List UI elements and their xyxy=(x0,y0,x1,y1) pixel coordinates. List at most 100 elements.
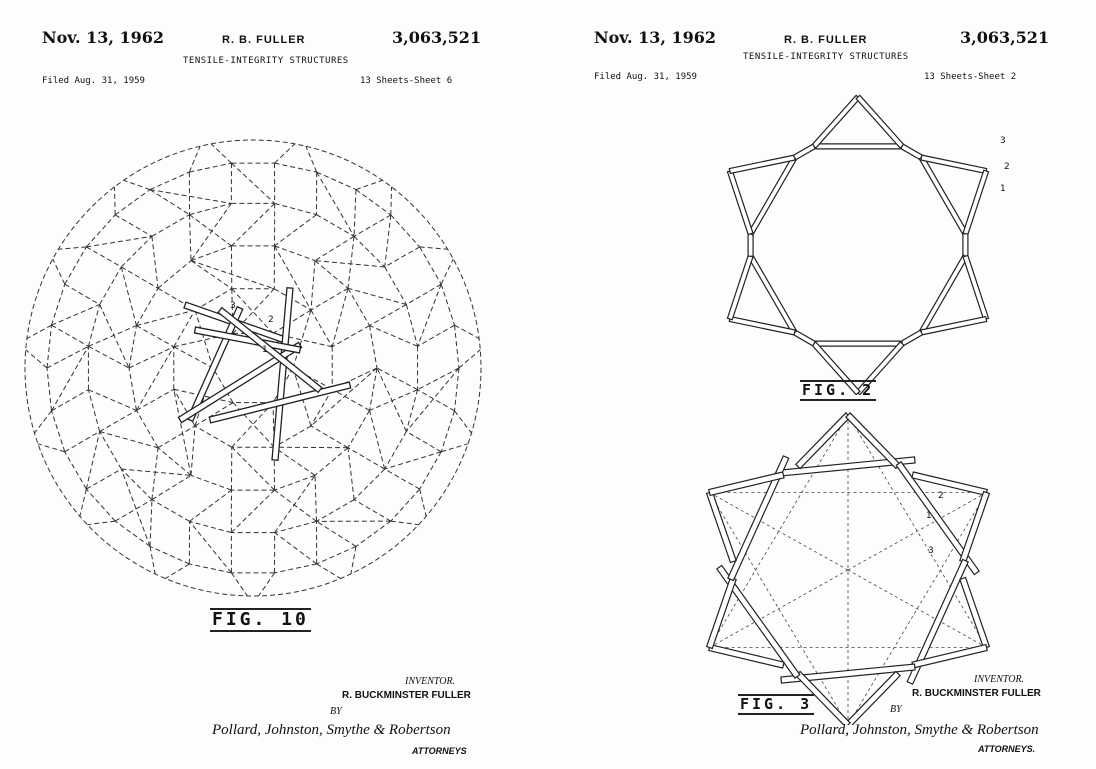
dome-edge xyxy=(347,236,355,289)
strut xyxy=(715,564,801,679)
dome-edge xyxy=(51,389,89,412)
dome-edge xyxy=(51,410,66,452)
dome-edge xyxy=(173,309,196,348)
dome-edge xyxy=(151,447,159,500)
dome-edge xyxy=(189,563,232,574)
dome-edge xyxy=(440,410,455,452)
tension-tie xyxy=(847,492,987,571)
dome-edge xyxy=(274,202,317,216)
patent-sheet-6: Nov. 13, 1962 R. B. FULLER 3,063,521 TEN… xyxy=(24,28,482,756)
patent-date: Nov. 13, 1962 xyxy=(42,28,165,47)
dome-edge xyxy=(149,545,190,565)
dome-edge xyxy=(406,283,442,305)
dome-edge xyxy=(114,189,151,216)
dome-edge xyxy=(406,431,442,453)
dome-edge xyxy=(190,245,232,262)
dome-edge xyxy=(46,345,89,369)
patent-number: 3,063,521 xyxy=(392,28,482,47)
dome-edge xyxy=(347,410,370,448)
dome-edge xyxy=(51,324,89,347)
dome-edge xyxy=(384,468,420,490)
dome-edge xyxy=(353,214,392,237)
dome-edge xyxy=(99,409,137,432)
dome-edge xyxy=(369,367,378,411)
dome-edge xyxy=(369,325,418,347)
dome-edge xyxy=(274,214,317,247)
ref-label-1: 1 xyxy=(262,345,268,355)
patent-title: TENSILE-INTEGRITY STRUCTURES xyxy=(183,56,349,66)
dome-edge xyxy=(151,214,190,237)
strut xyxy=(855,94,905,149)
attorney-signature: Pollard, Johnston, Smythe & Robertson xyxy=(800,722,1039,738)
dome-edge xyxy=(149,189,232,204)
dome-edge xyxy=(212,367,234,403)
figure-label-3: FIG. 3 xyxy=(738,694,815,715)
dome-edge xyxy=(384,246,420,268)
dome-edge xyxy=(419,246,448,250)
sheet-count: 13 Sheets-Sheet 6 xyxy=(360,76,453,86)
ref-label-3: 3 xyxy=(1000,136,1006,146)
patent-number: 3,063,521 xyxy=(960,28,1050,47)
dome-edge xyxy=(440,284,455,326)
dome-edge xyxy=(274,162,317,173)
strut xyxy=(726,254,754,321)
dome-edge xyxy=(454,324,480,340)
dome-edge xyxy=(231,203,276,247)
fig10-dome-drawing: 3 2 1 xyxy=(24,139,482,597)
dome-edge xyxy=(157,425,196,449)
dome-edge xyxy=(347,447,355,500)
dome-edge xyxy=(350,546,357,575)
dome-edge xyxy=(64,451,87,490)
dome-edge xyxy=(314,475,318,522)
ref-label-2: 2 xyxy=(938,491,944,501)
dome-edge xyxy=(347,288,370,326)
strut xyxy=(962,169,990,236)
dome-edge xyxy=(305,146,318,173)
header-inventor: R. B. FULLER xyxy=(222,34,306,46)
dome-edge xyxy=(34,410,52,434)
dome-edge xyxy=(86,468,122,490)
dome-edge xyxy=(274,563,317,574)
strut xyxy=(906,558,969,685)
dome-edge xyxy=(99,431,122,470)
dome-edge xyxy=(26,324,52,340)
dome-edge xyxy=(331,388,370,411)
dome-edge xyxy=(88,325,137,347)
dome-edge xyxy=(274,532,317,565)
strut xyxy=(959,490,991,564)
dome-edge xyxy=(347,287,407,305)
dome-edge xyxy=(136,309,196,327)
dome-edge xyxy=(173,388,234,404)
dome-edge xyxy=(86,246,122,268)
dome-edge xyxy=(46,325,52,369)
dome-edge xyxy=(353,468,386,501)
dome-edge xyxy=(417,367,460,391)
dome-edge xyxy=(384,451,442,470)
fig3-tensegrity-drawing: 2 1 3 xyxy=(705,412,991,725)
dome-edge xyxy=(87,304,101,347)
dome-edge xyxy=(136,388,175,411)
dome-edge xyxy=(314,260,349,289)
dome-edge xyxy=(64,283,100,305)
dome-edge xyxy=(292,309,312,369)
dome-edge xyxy=(58,246,87,250)
dome-edge xyxy=(87,389,101,432)
strut xyxy=(780,663,916,684)
dome-edge xyxy=(151,236,159,289)
dome-edge xyxy=(314,447,349,476)
dome-edge xyxy=(347,447,385,470)
dome-edge xyxy=(316,563,341,579)
strut xyxy=(899,329,924,347)
dome-edge xyxy=(273,446,316,476)
dome-edge xyxy=(310,260,316,311)
strut xyxy=(792,143,817,161)
strut xyxy=(962,233,969,257)
dome-edge xyxy=(99,431,159,449)
dome-edge xyxy=(87,520,116,526)
dome-edge xyxy=(292,367,312,427)
strut xyxy=(845,670,902,725)
dome-edge xyxy=(384,431,407,470)
filed-date: Filed Aug. 31, 1959 xyxy=(594,72,697,82)
dome-edge xyxy=(128,367,137,411)
dome-edge xyxy=(369,325,378,369)
